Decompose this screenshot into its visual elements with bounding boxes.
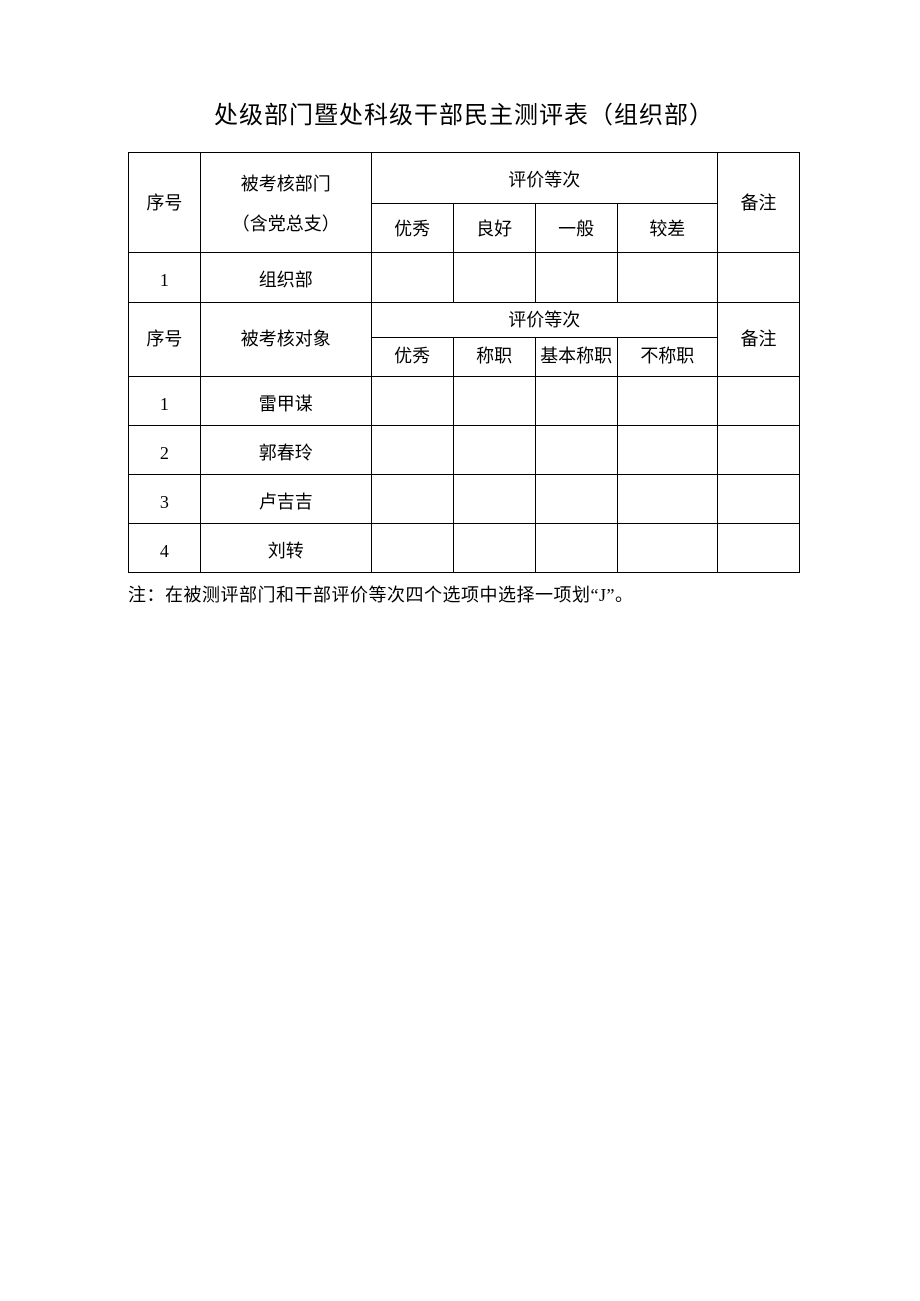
section1-header-row1: 序号 被考核部门 评价等次 备注 bbox=[129, 153, 800, 204]
rating-cell[interactable] bbox=[453, 425, 535, 474]
table-row: 1 组织部 bbox=[129, 253, 800, 302]
rating-cell[interactable] bbox=[535, 474, 617, 523]
seq-value: 2 bbox=[160, 443, 169, 463]
rating-label: 优秀 bbox=[394, 219, 430, 239]
rating-col-2: 称职 bbox=[453, 337, 535, 376]
seq-value: 4 bbox=[160, 541, 169, 561]
rating-label: 一般 bbox=[558, 219, 594, 239]
rating-label: 良好 bbox=[476, 219, 512, 239]
rating-col-1: 优秀 bbox=[371, 204, 453, 253]
section2-header-row1: 序号 被考核对象 评价等次 备注 bbox=[129, 302, 800, 337]
rating-group-text: 评价等次 bbox=[508, 170, 580, 190]
remark-header-text: 备注 bbox=[740, 329, 776, 349]
name-cell: 卢吉吉 bbox=[200, 474, 371, 523]
rating-cell[interactable] bbox=[371, 474, 453, 523]
rating-cell[interactable] bbox=[617, 524, 717, 573]
evaluation-table: 序号 被考核部门 评价等次 备注 （含党总支） 优秀 良好 一般 较差 1 组织… bbox=[128, 152, 800, 573]
seq-header-text: 序号 bbox=[146, 193, 182, 213]
rating-group-header: 评价等次 bbox=[371, 302, 717, 337]
name-value: 卢吉吉 bbox=[259, 492, 313, 512]
rating-cell[interactable] bbox=[453, 474, 535, 523]
seq-cell: 4 bbox=[129, 524, 201, 573]
rating-label: 优秀 bbox=[394, 346, 430, 366]
rating-col-4: 不称职 bbox=[617, 337, 717, 376]
rating-col-2: 良好 bbox=[453, 204, 535, 253]
seq-value: 3 bbox=[160, 492, 169, 512]
remark-cell[interactable] bbox=[717, 425, 799, 474]
rating-group-header: 评价等次 bbox=[371, 153, 717, 204]
table-row: 1 雷甲谋 bbox=[129, 376, 800, 425]
dept-header-line2: （含党总支） bbox=[232, 214, 340, 234]
name-value: 组织部 bbox=[259, 270, 313, 290]
rating-cell[interactable] bbox=[371, 376, 453, 425]
seq-cell: 1 bbox=[129, 253, 201, 302]
rating-cell[interactable] bbox=[617, 474, 717, 523]
dept-header-top: 被考核部门 bbox=[200, 153, 371, 204]
remark-cell[interactable] bbox=[717, 253, 799, 302]
seq-header-text: 序号 bbox=[146, 329, 182, 349]
rating-col-3: 基本称职 bbox=[535, 337, 617, 376]
rating-col-4: 较差 bbox=[617, 204, 717, 253]
rating-cell[interactable] bbox=[617, 425, 717, 474]
subject-header-text: 被考核对象 bbox=[241, 329, 331, 349]
dept-header-line1: 被考核部门 bbox=[241, 174, 331, 194]
remark-cell[interactable] bbox=[717, 376, 799, 425]
rating-cell[interactable] bbox=[535, 376, 617, 425]
rating-col-3: 一般 bbox=[535, 204, 617, 253]
name-cell: 组织部 bbox=[200, 253, 371, 302]
remark-header: 备注 bbox=[717, 302, 799, 376]
section1-header-row2: （含党总支） 优秀 良好 一般 较差 bbox=[129, 204, 800, 253]
name-value: 雷甲谋 bbox=[259, 394, 313, 414]
rating-cell[interactable] bbox=[371, 524, 453, 573]
rating-cell[interactable] bbox=[535, 425, 617, 474]
rating-cell[interactable] bbox=[535, 524, 617, 573]
name-cell: 郭春玲 bbox=[200, 425, 371, 474]
seq-value: 1 bbox=[160, 394, 169, 414]
rating-cell[interactable] bbox=[453, 524, 535, 573]
rating-cell[interactable] bbox=[371, 425, 453, 474]
remark-header: 备注 bbox=[717, 153, 799, 253]
seq-header: 序号 bbox=[129, 302, 201, 376]
seq-header: 序号 bbox=[129, 153, 201, 253]
seq-cell: 1 bbox=[129, 376, 201, 425]
seq-cell: 3 bbox=[129, 474, 201, 523]
dept-header-bottom: （含党总支） bbox=[200, 204, 371, 253]
rating-label: 不称职 bbox=[640, 346, 694, 366]
remark-cell[interactable] bbox=[717, 474, 799, 523]
name-value: 刘转 bbox=[268, 541, 304, 561]
table-row: 2 郭春玲 bbox=[129, 425, 800, 474]
rating-label: 称职 bbox=[476, 346, 512, 366]
table-row: 4 刘转 bbox=[129, 524, 800, 573]
rating-label: 基本称职 bbox=[540, 346, 612, 366]
subject-header: 被考核对象 bbox=[200, 302, 371, 376]
rating-cell[interactable] bbox=[535, 253, 617, 302]
rating-cell[interactable] bbox=[617, 253, 717, 302]
rating-cell[interactable] bbox=[617, 376, 717, 425]
rating-cell[interactable] bbox=[453, 253, 535, 302]
seq-value: 1 bbox=[160, 270, 169, 290]
name-cell: 刘转 bbox=[200, 524, 371, 573]
rating-label: 较差 bbox=[649, 219, 685, 239]
table-row: 3 卢吉吉 bbox=[129, 474, 800, 523]
rating-cell[interactable] bbox=[371, 253, 453, 302]
seq-cell: 2 bbox=[129, 425, 201, 474]
name-cell: 雷甲谋 bbox=[200, 376, 371, 425]
rating-cell[interactable] bbox=[453, 376, 535, 425]
footnote: 注：在被测评部门和干部评价等次四个选项中选择一项划“J”。 bbox=[128, 581, 800, 610]
page-title: 处级部门暨处科级干部民主测评表（组织部） bbox=[128, 95, 800, 130]
name-value: 郭春玲 bbox=[259, 443, 313, 463]
rating-col-1: 优秀 bbox=[371, 337, 453, 376]
remark-cell[interactable] bbox=[717, 524, 799, 573]
remark-header-text: 备注 bbox=[740, 193, 776, 213]
rating-group-text: 评价等次 bbox=[508, 310, 580, 330]
